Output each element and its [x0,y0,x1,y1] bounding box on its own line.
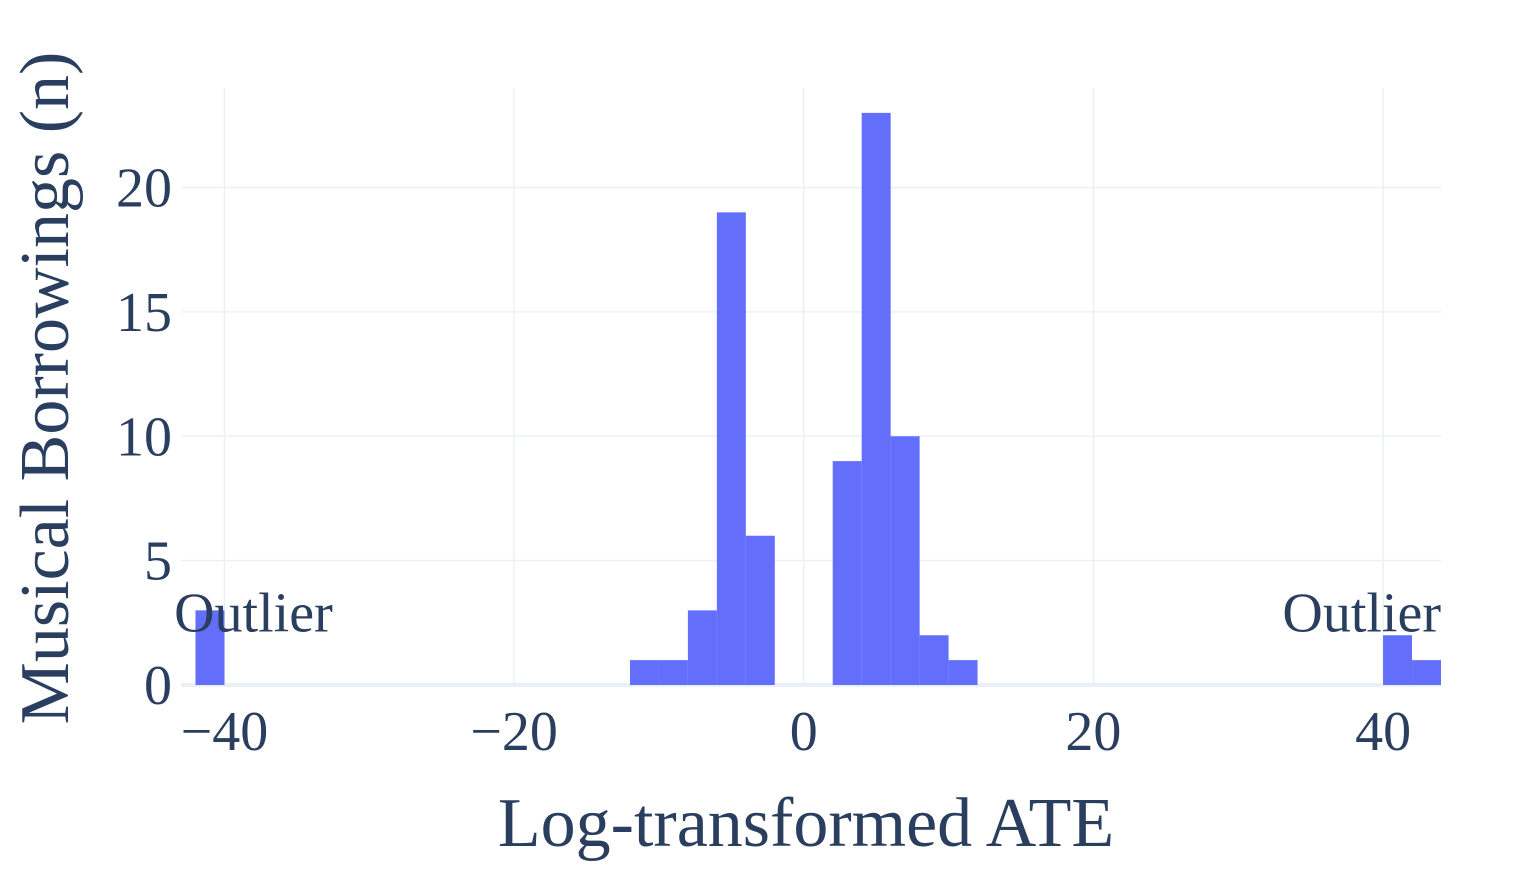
histogram-bar [195,610,225,685]
outlier-annotation: Outlier [1282,582,1441,644]
histogram-bar [1412,660,1441,685]
x-tick-label: 0 [790,701,818,763]
histogram-bar [919,635,949,685]
histogram-bar [629,660,659,685]
histogram-bar [1383,635,1413,685]
y-tick-label: 5 [144,531,172,593]
histogram-bar [716,212,746,685]
grid-layer [181,88,1441,687]
y-tick-label: 15 [116,282,172,344]
x-tick-label: 40 [1355,701,1411,763]
bars-layer [195,112,1441,685]
y-tick-label: 0 [144,655,172,717]
y-tick-label: 20 [116,158,172,220]
y-axis-title: Musical Borrowings (n) [7,52,84,725]
histogram-bar [832,461,862,685]
y-tick-label: 10 [116,406,172,468]
tick-layer: −40 −20 0 20 40 0 5 10 15 20 [116,158,1411,764]
annotation-layer: Outlier Outlier [174,582,1441,644]
histogram-bar [658,660,688,685]
histogram-bar [861,112,891,685]
histogram-bar [745,535,775,685]
x-tick-label: 20 [1065,701,1121,763]
outlier-annotation: Outlier [174,582,333,644]
x-tick-label: −40 [181,701,269,763]
histogram-bar [890,436,920,685]
histogram-bar [948,660,978,685]
histogram-bar [687,610,717,685]
x-axis-title: Log-transformed ATE [498,785,1114,862]
x-tick-label: −20 [470,701,558,763]
